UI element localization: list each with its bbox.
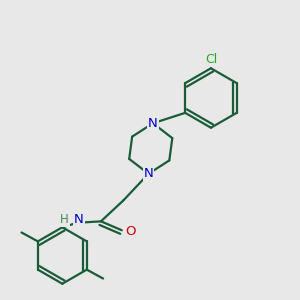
Text: O: O	[125, 225, 135, 238]
Text: N: N	[74, 213, 83, 226]
Text: N: N	[148, 117, 158, 130]
Text: N: N	[144, 167, 153, 180]
Text: H: H	[60, 213, 69, 226]
Text: Cl: Cl	[205, 53, 217, 66]
